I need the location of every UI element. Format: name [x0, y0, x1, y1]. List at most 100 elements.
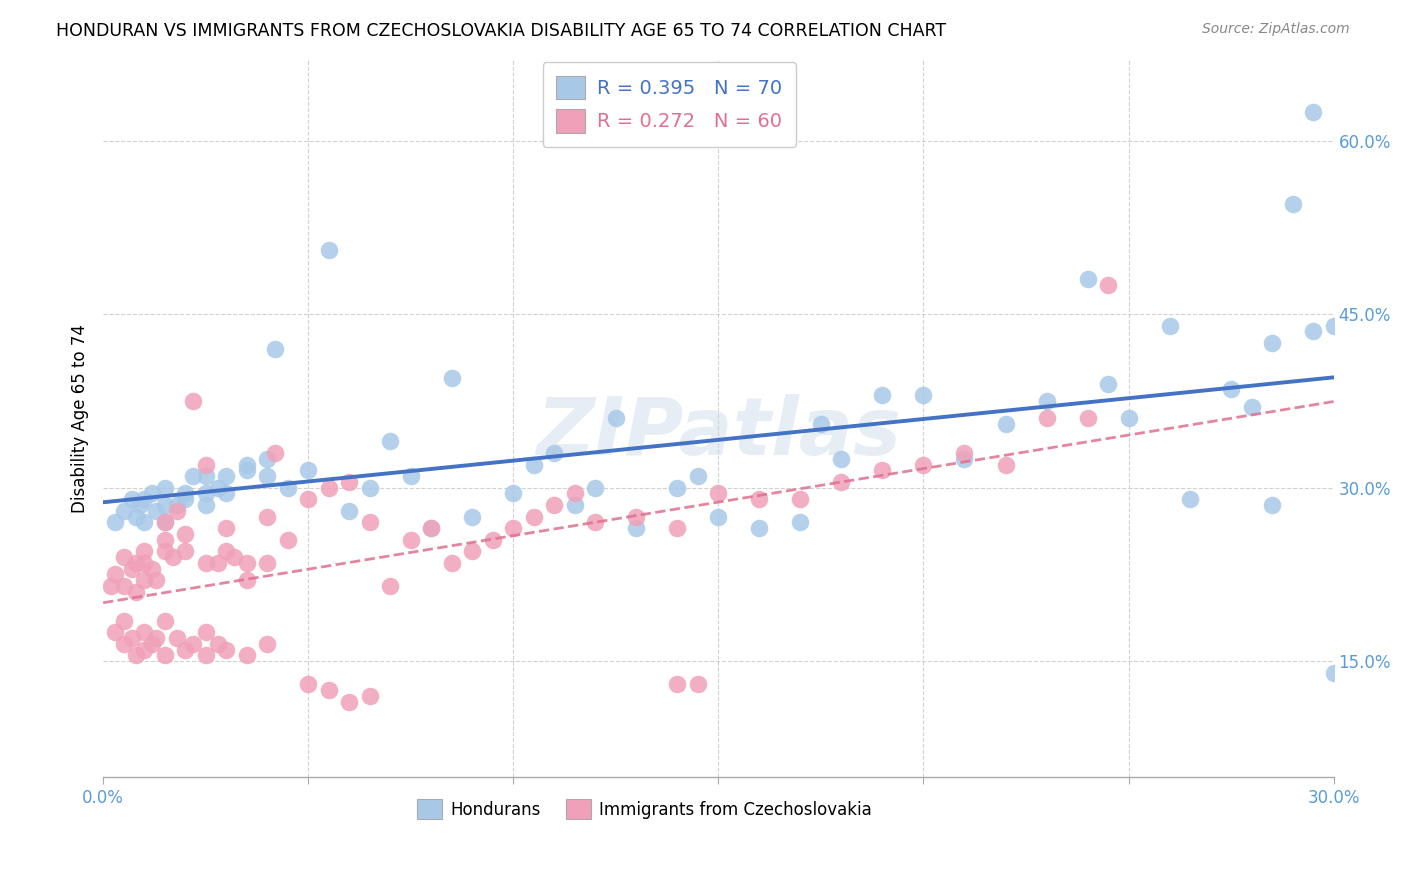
Point — [912, 458, 935, 472]
Point — [1323, 318, 1346, 333]
Text: HONDURAN VS IMMIGRANTS FROM CZECHOSLOVAKIA DISABILITY AGE 65 TO 74 CORRELATION C: HONDURAN VS IMMIGRANTS FROM CZECHOSLOVAK… — [56, 22, 946, 40]
Point — [1261, 498, 1284, 512]
Point — [141, 486, 163, 500]
Point — [359, 481, 381, 495]
Point — [153, 533, 176, 547]
Point — [297, 492, 319, 507]
Point — [153, 614, 176, 628]
Point — [1178, 492, 1201, 507]
Point — [686, 677, 709, 691]
Point — [256, 509, 278, 524]
Point — [183, 637, 205, 651]
Point — [748, 521, 770, 535]
Point — [141, 637, 163, 651]
Point — [134, 573, 156, 587]
Point — [502, 486, 524, 500]
Point — [666, 677, 689, 691]
Point — [104, 567, 127, 582]
Point — [100, 579, 122, 593]
Y-axis label: Disability Age 65 to 74: Disability Age 65 to 74 — [72, 324, 89, 513]
Point — [666, 521, 689, 535]
Point — [912, 388, 935, 402]
Point — [183, 469, 205, 483]
Point — [194, 498, 217, 512]
Point — [153, 481, 176, 495]
Point — [153, 516, 176, 530]
Point — [112, 579, 135, 593]
Point — [207, 637, 229, 651]
Point — [194, 556, 217, 570]
Point — [707, 509, 730, 524]
Point — [830, 475, 852, 489]
Point — [194, 648, 217, 663]
Point — [235, 556, 257, 570]
Point — [145, 573, 167, 587]
Point — [318, 683, 340, 698]
Point — [461, 544, 484, 558]
Point — [153, 498, 176, 512]
Point — [153, 648, 176, 663]
Point — [277, 533, 299, 547]
Point — [1035, 411, 1057, 425]
Point — [605, 411, 627, 425]
Point — [183, 393, 205, 408]
Point — [1159, 318, 1181, 333]
Point — [256, 469, 278, 483]
Point — [953, 451, 976, 466]
Point — [830, 451, 852, 466]
Point — [359, 689, 381, 703]
Point — [337, 504, 360, 518]
Point — [134, 492, 156, 507]
Point — [1240, 400, 1263, 414]
Point — [125, 648, 148, 663]
Point — [224, 550, 246, 565]
Point — [337, 695, 360, 709]
Point — [666, 481, 689, 495]
Point — [1261, 336, 1284, 351]
Point — [194, 469, 217, 483]
Point — [112, 504, 135, 518]
Point — [380, 579, 402, 593]
Point — [235, 648, 257, 663]
Point — [104, 516, 127, 530]
Point — [502, 521, 524, 535]
Point — [337, 475, 360, 489]
Point — [481, 533, 503, 547]
Point — [125, 556, 148, 570]
Point — [707, 486, 730, 500]
Point — [872, 388, 894, 402]
Point — [194, 486, 217, 500]
Point — [810, 417, 832, 431]
Point — [543, 498, 565, 512]
Point — [686, 469, 709, 483]
Point — [166, 498, 188, 512]
Point — [134, 544, 156, 558]
Point — [872, 463, 894, 477]
Point — [1220, 382, 1243, 396]
Point — [318, 481, 340, 495]
Point — [121, 631, 143, 645]
Point — [626, 509, 648, 524]
Point — [153, 544, 176, 558]
Point — [129, 498, 152, 512]
Point — [264, 446, 287, 460]
Point — [112, 637, 135, 651]
Point — [359, 516, 381, 530]
Point — [215, 486, 238, 500]
Point — [256, 637, 278, 651]
Point — [174, 527, 197, 541]
Point — [953, 446, 976, 460]
Point — [166, 631, 188, 645]
Point — [112, 550, 135, 565]
Point — [748, 492, 770, 507]
Point — [297, 463, 319, 477]
Point — [1097, 278, 1119, 293]
Point — [626, 521, 648, 535]
Legend: Hondurans, Immigrants from Czechoslovakia: Hondurans, Immigrants from Czechoslovaki… — [411, 792, 879, 826]
Point — [134, 625, 156, 640]
Point — [380, 434, 402, 449]
Point — [121, 561, 143, 575]
Text: ZIPatlas: ZIPatlas — [536, 393, 901, 472]
Point — [256, 556, 278, 570]
Point — [235, 573, 257, 587]
